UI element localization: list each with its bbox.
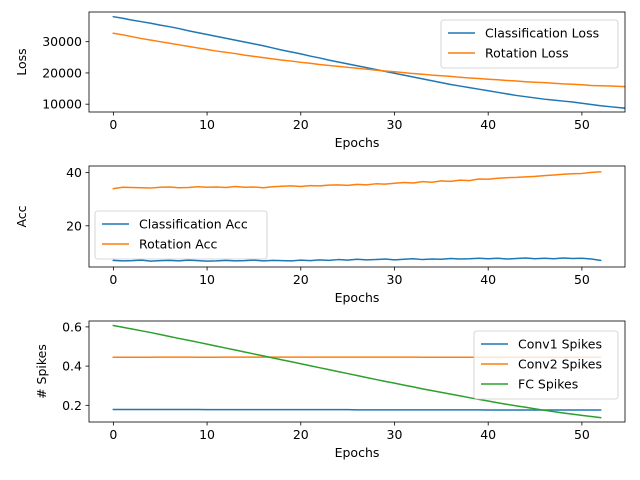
- y-tick-label-2: 0.4: [62, 359, 82, 374]
- axes-frame: [88, 165, 626, 268]
- x-axis-label: Epochs: [335, 290, 380, 305]
- panel-3: 0 10 20 30 40 50 0.2 0.4 0.6 Epochs # Spikes Conv1 …: [34, 319, 626, 460]
- legend-box: [94, 210, 268, 260]
- x-tick-label-3: 20: [293, 427, 309, 442]
- legend: Classification Acc Rotation Acc: [94, 210, 268, 260]
- legend-label-3: FC Spikes: [518, 377, 578, 392]
- y-tick-label-1: 20: [66, 218, 82, 233]
- y-tick-label-2: 20000: [42, 65, 82, 80]
- x-tick-label-4: 30: [387, 427, 403, 442]
- x-tick-label-6: 50: [574, 427, 590, 442]
- x-tick-label-3: 20: [293, 272, 309, 287]
- series-lines: [112, 15, 625, 109]
- x-tick-label-2: 10: [199, 427, 215, 442]
- series-line-3: [112, 324, 602, 419]
- legend-box: [473, 330, 619, 400]
- x-axis-label: Epochs: [335, 445, 380, 460]
- series-line-2: [112, 32, 625, 88]
- axes-frame: [88, 11, 626, 113]
- series-lines: [112, 171, 602, 262]
- x-tick-label-1: 0: [109, 272, 117, 287]
- y-tick-label-3: 0.6: [62, 319, 82, 334]
- y-axis-label: Acc: [14, 205, 29, 227]
- y-axis-label: # Spikes: [34, 344, 49, 399]
- legend-box: [440, 19, 619, 69]
- x-tick-label-4: 30: [387, 117, 403, 132]
- legend: Conv1 Spikes Conv2 Spikes FC Spikes: [473, 330, 619, 400]
- panel-2: 0 10 20 30 40 50 20 40 Epochs Acc Classification A…: [14, 165, 626, 305]
- legend-label-1: Conv1 Spikes: [518, 337, 602, 352]
- x-axis-label: Epochs: [335, 135, 380, 150]
- axes-frame: [88, 320, 626, 423]
- x-tick-label-2: 10: [199, 272, 215, 287]
- x-tick-label-6: 50: [574, 272, 590, 287]
- legend-label-2: Rotation Acc: [139, 237, 217, 252]
- x-tick-label-4: 30: [387, 272, 403, 287]
- panel-1: 0 10 20 30 40 50 10000 20000 30000 Epochs Loss Clas…: [14, 11, 626, 150]
- legend-label-2: Conv2 Spikes: [518, 357, 602, 372]
- x-tick-label-5: 40: [480, 117, 496, 132]
- series-line-2: [112, 171, 602, 190]
- chart-panels: 0 10 20 30 40 50 10000 20000 30000 Epochs Loss Clas…: [14, 11, 626, 460]
- legend: Classification Loss Rotation Loss: [440, 19, 619, 69]
- x-tick-label-1: 0: [109, 427, 117, 442]
- y-tick-label-2: 40: [66, 165, 82, 180]
- x-tick-label-3: 20: [293, 117, 309, 132]
- legend-label-1: Classification Loss: [485, 26, 599, 41]
- y-tick-label-1: 0.2: [62, 398, 82, 413]
- series-line-1: [112, 15, 625, 109]
- y-tick-label-3: 30000: [42, 34, 82, 49]
- legend-label-2: Rotation Loss: [485, 46, 569, 61]
- x-tick-label-6: 50: [574, 117, 590, 132]
- series-line-1: [112, 257, 602, 262]
- y-tick-label-1: 10000: [42, 97, 82, 112]
- series-line-1: [112, 408, 602, 411]
- x-tick-label-5: 40: [480, 272, 496, 287]
- x-tick-label-2: 10: [199, 117, 215, 132]
- legend-label-1: Classification Acc: [139, 217, 248, 232]
- x-tick-label-5: 40: [480, 427, 496, 442]
- x-tick-label-1: 0: [109, 117, 117, 132]
- y-axis-label: Loss: [14, 48, 29, 75]
